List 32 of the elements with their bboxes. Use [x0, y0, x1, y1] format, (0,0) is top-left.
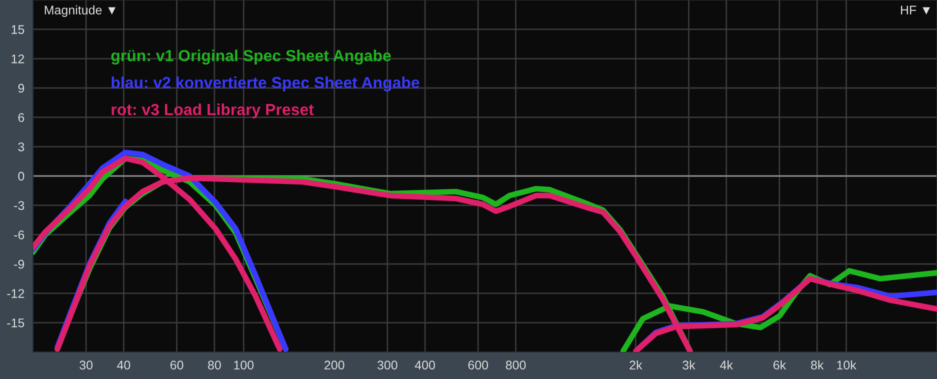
- x-tick-label: 600: [468, 360, 488, 370]
- y-tick-label: 3: [18, 142, 24, 152]
- y-tick-label: 12: [12, 54, 24, 64]
- x-tick-label: 400: [414, 360, 435, 370]
- x-tick-label: 200: [324, 360, 344, 370]
- y-tick-label: 6: [18, 113, 24, 122]
- y-tick-label: -6: [14, 230, 24, 240]
- x-tick-label: 800: [506, 360, 526, 370]
- x-tick-label: 60: [170, 360, 184, 370]
- x-tick-label: 6k: [773, 360, 786, 370]
- text: grün: v1 Original Spec Sheet Angabe: [111, 50, 391, 65]
- y-tick-label: -12: [7, 289, 24, 298]
- x-tick-label: 3k: [682, 360, 696, 370]
- x-tick-label: 40: [117, 360, 130, 370]
- x-tick-label: 4k: [720, 360, 733, 370]
- x-tick-label: 10k: [837, 360, 856, 370]
- y-tick-label: -15: [7, 318, 24, 328]
- x-tick-label: 2k: [630, 360, 642, 370]
- annotation: HF ▼: [901, 6, 930, 15]
- annotation: Magnitude ▼: [44, 5, 116, 17]
- x-tick-label: 8k: [811, 360, 824, 370]
- y-tick-label: 0: [18, 172, 24, 181]
- y-tick-label: -9: [14, 260, 24, 269]
- text: rot: v3 Load Library Preset: [112, 103, 314, 118]
- x-tick-label: 80: [208, 360, 221, 370]
- text: blau: v2 konvertierte Spec Sheet Angabe: [112, 76, 420, 92]
- y-tick-label: 9: [18, 84, 24, 93]
- x-tick-label: 30: [80, 360, 93, 370]
- y-tick-label: -3: [14, 201, 24, 210]
- x-tick-label: 300: [377, 360, 398, 370]
- x-tick-label: 100: [234, 360, 254, 370]
- y-tick-label: 15: [12, 25, 24, 34]
